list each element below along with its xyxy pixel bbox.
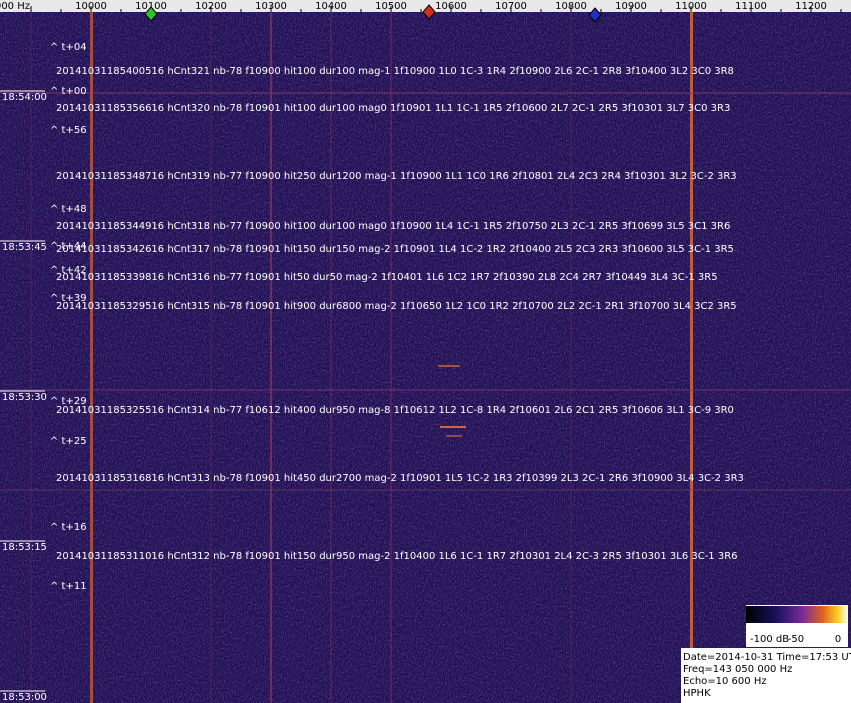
marker-green (144, 6, 158, 22)
time-label: 18:53:30 (2, 392, 47, 403)
info-box (681, 648, 851, 703)
event-marker: ^ t+04 (50, 42, 87, 53)
event-line: 20141031185339816 hCnt316 nb-77 f10901 h… (56, 272, 718, 283)
tick-label: 11000 (675, 1, 707, 12)
info-line: Echo=10 600 Hz (683, 676, 767, 687)
event-line: 20141031185316816 hCnt313 nb-78 f10901 h… (56, 473, 744, 484)
event-marker: ^ t+42 (50, 265, 87, 276)
tick-label: 10000 (75, 1, 107, 12)
noise (0, 12, 851, 703)
event-marker: ^ t+16 (50, 522, 87, 533)
info-line: Freq=143 050 000 Hz (683, 664, 792, 675)
streaks (0, 12, 851, 703)
event-line: 20141031185356616 hCnt320 nb-78 f10901 h… (56, 103, 730, 114)
time-label: 18:53:15 (2, 542, 47, 553)
event-line: 20141031185342616 hCnt317 nb-78 f10901 h… (56, 244, 734, 255)
tick-label: 9900 Hz (0, 1, 30, 12)
event-line: 20141031185325516 hCnt314 nb-77 f10612 h… (56, 405, 734, 416)
tick-label: 10500 (375, 1, 407, 12)
event-marker: ^ t+48 (50, 204, 87, 215)
annotations: 18:54:00 18:53:45 18:53:30 18:53:15 18:53:00… (0, 42, 744, 703)
tick-label: 10400 (315, 1, 347, 12)
info-line: HPHK (683, 688, 711, 699)
event-marker: ^ t+11 (50, 581, 87, 592)
legend-label: -100 dB (750, 634, 789, 645)
marker-blue (588, 7, 602, 23)
marker-red (422, 4, 436, 20)
event-marker: ^ t+56 (50, 125, 87, 136)
tick-label: 10600 (435, 1, 467, 12)
colormap (746, 606, 848, 623)
tick-label: 10300 (255, 1, 287, 12)
tick-label: 10200 (195, 1, 227, 12)
tick-label: 10700 (495, 1, 527, 12)
legend: -100 dB-50 0 (750, 634, 841, 645)
legend-label: 0 (835, 634, 841, 645)
event-marker: ^ t+00 (50, 86, 87, 97)
frequency-axis-bar (0, 0, 851, 12)
time-label: 18:53:45 (2, 242, 47, 253)
time-label: 18:54:00 (2, 92, 47, 103)
info-line: Date=2014-10-31 Time=17:53 UTC (683, 652, 851, 663)
legend-label: -50 (788, 634, 804, 645)
event-line: 20141031185311016 hCnt312 nb-78 f10901 h… (56, 551, 738, 562)
event-marker: ^ t+29 (50, 396, 87, 407)
tick-label: 11200 (795, 1, 827, 12)
event-line: 20141031185329516 hCnt315 nb-78 f10901 h… (56, 301, 737, 312)
event-marker: ^ t+39 (50, 293, 87, 304)
event-line: 20141031185400516 hCnt321 nb-78 f10900 h… (56, 66, 734, 77)
tick-label: 10900 (615, 1, 647, 12)
event-marker: ^ t+25 (50, 436, 87, 447)
event-marker: ^ t+44 (50, 241, 87, 252)
event-line: 20141031185344916 hCnt318 nb-77 f10900 h… (56, 221, 730, 232)
time-label: 18:53:00 (2, 692, 47, 703)
event-line: 20141031185348716 hCnt319 nb-77 f10900 h… (56, 171, 737, 182)
tick-label: 10800 (555, 1, 587, 12)
tick-label: 11100 (735, 1, 767, 12)
